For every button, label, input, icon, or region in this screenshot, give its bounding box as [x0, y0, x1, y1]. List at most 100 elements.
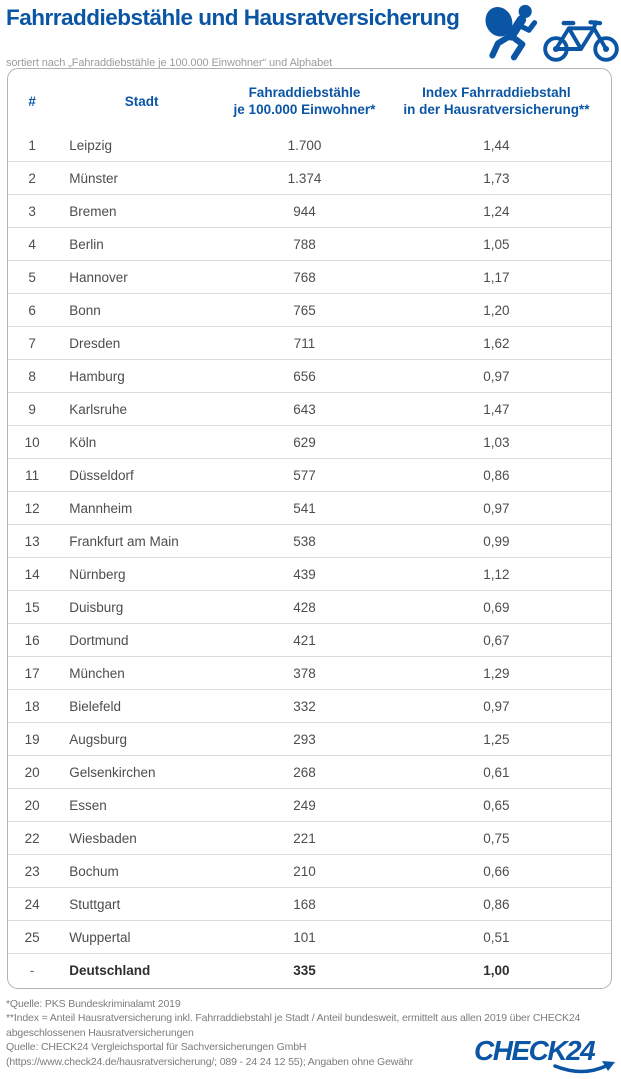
table-row: 1 Leipzig 1.700 1,44: [8, 129, 611, 162]
cell-thefts: 944: [227, 194, 382, 228]
cell-city: Dortmund: [56, 623, 228, 657]
cell-index: 1,20: [381, 293, 611, 327]
cell-city: Leipzig: [69, 137, 113, 153]
footnote-index-definition: **Index = Anteil Hausratversicherung ink…: [6, 1012, 581, 1039]
cell-rank: 7: [8, 326, 57, 360]
cell-thefts: 711: [227, 326, 382, 360]
cell-index: 0,66: [381, 854, 611, 888]
cell-thefts: 788: [227, 227, 382, 261]
summary-index: 1,00: [381, 953, 611, 986]
cell-thefts: 577: [227, 458, 382, 492]
cell-index: 1,47: [381, 392, 611, 426]
footnote-source-pks: *Quelle: PKS Bundeskriminalamt 2019: [6, 998, 181, 1010]
cell-thefts: 768: [227, 260, 382, 294]
cell-rank: 2: [8, 161, 57, 195]
cell-rank: 11: [8, 458, 57, 492]
cell-index: 1,25: [381, 722, 611, 756]
table-row: 2 Münster 1.374 1,73: [8, 161, 611, 195]
cell-city: Münster: [56, 161, 228, 195]
cell-thefts: 643: [227, 392, 382, 426]
cell-thefts: 765: [227, 293, 382, 327]
table-row: 20 Essen 249 0,65: [8, 788, 611, 822]
data-table-container: # Stadt Fahraddiebstähle je 100.000 Einw…: [7, 68, 612, 989]
cell-rank: 22: [8, 821, 57, 855]
cell-index: 0,99: [381, 524, 611, 558]
summary-city: Deutschland: [56, 953, 228, 986]
cell-rank: 16: [8, 623, 57, 657]
summary-row: - Deutschland 335 1,00: [8, 953, 611, 986]
cell-rank: 3: [8, 194, 57, 228]
cell-index: 1,24: [381, 194, 611, 228]
table-row: 16 Dortmund 421 0,67: [8, 623, 611, 657]
cell-city: Gelsenkirchen: [56, 755, 228, 789]
bicycle-icon: [543, 20, 619, 62]
cell-city: Hannover: [56, 260, 228, 294]
cell-index: 1,62: [381, 326, 611, 360]
cell-thefts: 378: [227, 656, 382, 690]
cell-index: 0,86: [381, 887, 611, 921]
sort-note: sortiert nach „Fahraddiebstähle je 100.0…: [6, 57, 333, 69]
cell-thefts: 1.700: [287, 137, 322, 153]
cell-thefts: 101: [227, 920, 382, 954]
summary-thefts: 335: [227, 953, 382, 986]
cell-thefts: 268: [227, 755, 382, 789]
table-row: 18 Bielefeld 332 0,97: [8, 689, 611, 723]
cell-index: 0,75: [381, 821, 611, 855]
table-row: 15 Duisburg 428 0,69: [8, 590, 611, 624]
table-row: 5 Hannover 768 1,17: [8, 260, 611, 294]
cell-city: Bremen: [56, 194, 228, 228]
table-row: 19 Augsburg 293 1,25: [8, 722, 611, 756]
table-body: 1 Leipzig 1.700 1,44 2 Münster 1.374 1,7…: [8, 129, 611, 954]
header-rank: #: [28, 93, 36, 109]
check24-logo-text: CHECK24: [474, 1035, 596, 1066]
cell-city: München: [56, 656, 228, 690]
header-thefts: Fahraddiebstähle je 100.000 Einwohner*: [233, 85, 376, 117]
cell-rank: 24: [8, 887, 57, 921]
cell-index: 0,65: [381, 788, 611, 822]
cell-city: Hamburg: [56, 359, 228, 393]
cell-thefts: 541: [227, 491, 382, 525]
cell-rank: 5: [8, 260, 57, 294]
cell-index: 0,69: [381, 590, 611, 624]
cell-thefts: 293: [227, 722, 382, 756]
footnote-source-check24: Quelle: CHECK24 Vergleichsportal für Sac…: [6, 1041, 307, 1054]
cell-city: Stuttgart: [56, 887, 228, 921]
cell-rank: 14: [8, 557, 57, 591]
cell-city: Berlin: [56, 227, 228, 261]
table-row: 23 Bochum 210 0,66: [8, 854, 611, 888]
cell-rank: 17: [8, 656, 57, 690]
check24-logo-swoosh-icon: [553, 1061, 615, 1074]
cell-index: 0,61: [381, 755, 611, 789]
cell-thefts: 1.374: [227, 161, 382, 195]
table-row: 3 Bremen 944 1,24: [8, 194, 611, 228]
cell-rank: 20: [8, 788, 57, 822]
cell-index: 1,12: [381, 557, 611, 591]
cell-city: Köln: [56, 425, 228, 459]
table-row: 13 Frankfurt am Main 538 0,99: [8, 524, 611, 558]
cell-rank: 18: [8, 689, 57, 723]
table-row: 12 Mannheim 541 0,97: [8, 491, 611, 525]
footnotes: *Quelle: PKS Bundeskriminalamt 2019 **In…: [6, 997, 618, 1069]
table-row: 24 Stuttgart 168 0,86: [8, 887, 611, 921]
cell-thefts: 439: [227, 557, 382, 591]
cell-thefts: 332: [227, 689, 382, 723]
cell-index: 1,03: [381, 425, 611, 459]
cell-index: 1,17: [381, 260, 611, 294]
cell-rank: 19: [8, 722, 57, 756]
cell-thefts: 538: [227, 524, 382, 558]
cell-rank: 20: [8, 755, 57, 789]
table-row: 6 Bonn 765 1,20: [8, 293, 611, 327]
cell-city: Nürnberg: [56, 557, 228, 591]
cell-rank: 13: [8, 524, 57, 558]
header-city: Stadt: [124, 93, 159, 109]
cell-thefts: 629: [227, 425, 382, 459]
cell-rank: 12: [8, 491, 57, 525]
cell-rank: 15: [8, 590, 57, 624]
table-row: 7 Dresden 711 1,62: [8, 326, 611, 360]
cell-city: Augsburg: [56, 722, 228, 756]
thief-icon: [485, 4, 538, 61]
cell-city: Bochum: [56, 854, 228, 888]
table-row: 25 Wuppertal 101 0,51: [8, 920, 611, 954]
cell-index: 0,97: [381, 359, 611, 393]
